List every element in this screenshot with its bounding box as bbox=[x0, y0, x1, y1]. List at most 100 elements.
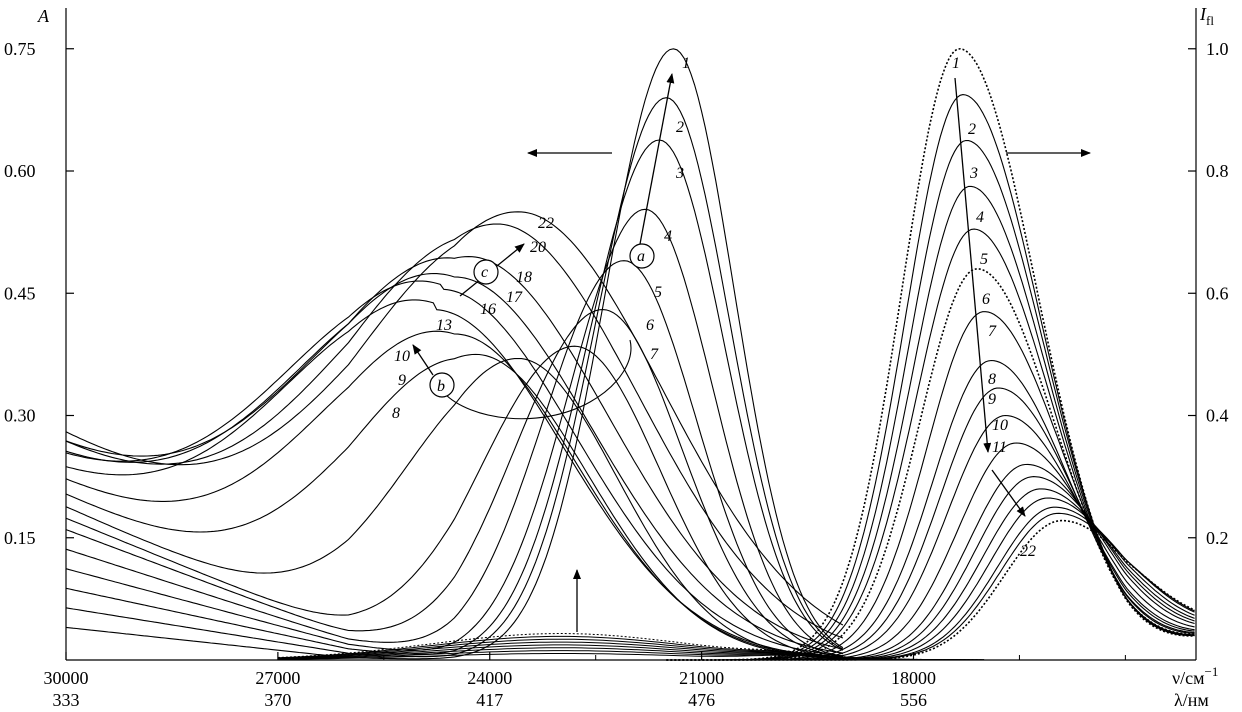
absorption-label: 16 bbox=[480, 301, 496, 318]
x-tick-label: 18000 bbox=[891, 668, 936, 688]
absorption-curve-3 bbox=[65, 139, 844, 655]
svg-text:a: a bbox=[637, 248, 645, 265]
lambda-unit-label: λ/нм bbox=[1174, 690, 1209, 710]
fluorescence-label: 4 bbox=[976, 209, 984, 226]
absorption-curve-18 bbox=[65, 256, 844, 650]
absorption-label: 9 bbox=[398, 372, 406, 389]
fluorescence-label: 1 bbox=[952, 55, 960, 72]
absorption-curve-13 bbox=[65, 299, 843, 659]
fluorescence-label: 10 bbox=[992, 417, 1008, 434]
excitation-baseline-curves bbox=[277, 632, 985, 661]
x-tick-label: 21000 bbox=[679, 668, 724, 688]
absorption-curve-7 bbox=[65, 345, 843, 659]
fluorescence-label: 5 bbox=[980, 251, 988, 268]
absorption-curve-16 bbox=[65, 280, 843, 657]
left-tick-label: 0.30 bbox=[4, 406, 36, 426]
absorption-label: 7 bbox=[650, 346, 659, 363]
x-tick-label: 27000 bbox=[255, 668, 300, 688]
fluorescence-label: 3 bbox=[969, 165, 978, 182]
fluorescence-label: 2 bbox=[968, 121, 976, 138]
absorption-curve-8 bbox=[65, 357, 843, 660]
right-tick-label: 0.8 bbox=[1206, 161, 1229, 181]
lambda-tick-label: 370 bbox=[264, 690, 291, 710]
fluorescence-curves bbox=[666, 47, 1195, 661]
absorption-curve-9 bbox=[65, 353, 843, 660]
absorption-curve-4 bbox=[65, 208, 844, 655]
absorption-curve-2 bbox=[65, 97, 844, 658]
x-tick-label: 24000 bbox=[467, 668, 512, 688]
fluorescence-curve-22 bbox=[666, 519, 1195, 661]
absorption-label: 1 bbox=[682, 55, 690, 72]
fluorescence-curve-7 bbox=[666, 311, 1195, 661]
fluorescence-label: 9 bbox=[988, 391, 996, 408]
right-tick-label: 1.0 bbox=[1206, 39, 1229, 59]
fluorescence-curve-11 bbox=[666, 463, 1195, 661]
absorption-label: 2 bbox=[676, 119, 684, 136]
absorption-curve-17 bbox=[65, 272, 843, 654]
absorption-label: 10 bbox=[394, 348, 410, 365]
left-tick-label: 0.45 bbox=[4, 283, 36, 303]
fluorescence-curve-1 bbox=[666, 47, 1195, 661]
lambda-tick-label: 556 bbox=[900, 690, 927, 710]
fluorescence-curve-13 bbox=[666, 488, 1195, 661]
x-unit-sup: −1 bbox=[1205, 664, 1219, 679]
arrow-fl-trend bbox=[954, 77, 992, 453]
annotation-a: a bbox=[629, 243, 655, 269]
axis-ticks: 0.15 0.30 0.45 0.60 0.75 0.2 0.4 0.6 0.8 1.0 30000… bbox=[4, 39, 1229, 710]
absorption-label: 13 bbox=[436, 317, 452, 334]
fluorescence-curve-15 bbox=[666, 506, 1195, 661]
absorption-label: 6 bbox=[646, 317, 654, 334]
svg-text:b: b bbox=[437, 378, 445, 395]
arrow-fl-trend-2 bbox=[991, 469, 1026, 517]
left-tick-label: 0.60 bbox=[4, 161, 36, 181]
absorption-label: 4 bbox=[664, 228, 672, 245]
svg-text:c: c bbox=[481, 264, 488, 281]
arrow-b bbox=[412, 344, 434, 376]
absorption-curve-6 bbox=[65, 309, 843, 658]
absorption-label: 5 bbox=[654, 284, 662, 301]
annotation-c: c bbox=[473, 259, 499, 285]
fluorescence-label: 6 bbox=[982, 291, 990, 308]
absorption-curve-5 bbox=[65, 260, 843, 657]
fluorescence-curve-6 bbox=[666, 267, 1195, 661]
fluorescence-curve-11 bbox=[666, 442, 1195, 661]
lambda-tick-label: 476 bbox=[688, 690, 715, 710]
right-axis-title-main: I bbox=[1199, 4, 1207, 24]
fluorescence-label: 8 bbox=[988, 371, 996, 388]
fluorescence-label: 11 bbox=[992, 439, 1007, 456]
absorption-label: 17 bbox=[506, 289, 523, 306]
excitation-curve bbox=[277, 635, 985, 661]
right-tick-label: 0.4 bbox=[1206, 406, 1229, 426]
absorption-label: 8 bbox=[392, 405, 400, 422]
absorption-curve-22 bbox=[65, 211, 844, 626]
left-tick-label: 0.15 bbox=[4, 528, 36, 548]
right-tick-label: 0.6 bbox=[1206, 283, 1229, 303]
absorption-curve-20 bbox=[65, 223, 844, 639]
fluorescence-curve-16 bbox=[666, 512, 1195, 661]
loop-curve bbox=[443, 339, 632, 420]
lambda-tick-label: 333 bbox=[53, 690, 80, 710]
x-unit-main: ν/см bbox=[1172, 668, 1205, 688]
right-axis-title: Ifl bbox=[1199, 4, 1214, 28]
absorption-label: 20 bbox=[530, 239, 546, 256]
absorption-label: 3 bbox=[675, 165, 684, 182]
fluorescence-curve-3 bbox=[666, 139, 1195, 661]
x-unit-label: ν/см−1 bbox=[1172, 664, 1218, 688]
lambda-tick-label: 417 bbox=[476, 690, 503, 710]
x-tick-label: 30000 bbox=[44, 668, 89, 688]
left-tick-label: 0.75 bbox=[4, 39, 36, 59]
absorption-curve-10 bbox=[65, 330, 843, 659]
left-axis-title: A bbox=[37, 6, 50, 26]
right-tick-label: 0.2 bbox=[1206, 528, 1229, 548]
absorption-curves bbox=[65, 48, 844, 660]
absorption-label: 18 bbox=[516, 269, 532, 286]
annotation-b: b bbox=[429, 372, 455, 398]
fluorescence-label: 22 bbox=[1020, 543, 1036, 560]
absorption-curve-1 bbox=[65, 48, 844, 660]
right-axis-title-sub: fl bbox=[1206, 13, 1214, 28]
fluorescence-label: 7 bbox=[988, 323, 997, 340]
absorption-label: 22 bbox=[538, 215, 554, 232]
arrow-a bbox=[639, 73, 675, 245]
